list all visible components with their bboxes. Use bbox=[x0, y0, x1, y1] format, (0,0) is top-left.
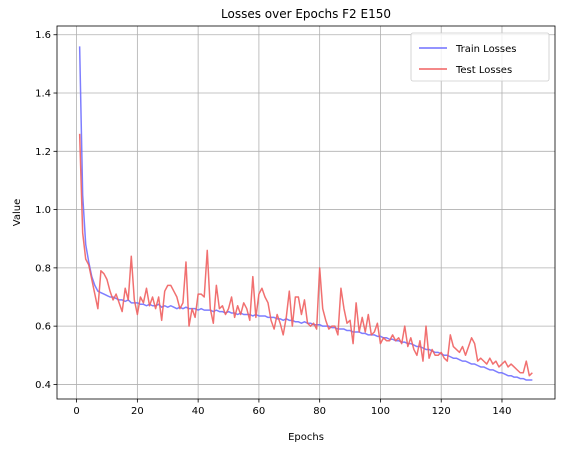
x-tick-label: 20 bbox=[131, 406, 144, 417]
x-tick-label: 100 bbox=[371, 406, 390, 417]
y-tick-label: 0.4 bbox=[35, 380, 51, 391]
x-tick-label: 60 bbox=[253, 406, 266, 417]
grid-lines bbox=[57, 26, 555, 399]
legend-label-train: Train Losses bbox=[455, 44, 516, 55]
series-layer bbox=[78, 46, 533, 381]
plot-frame bbox=[56, 25, 556, 400]
legend: Train Losses Test Losses bbox=[410, 32, 550, 82]
x-axis-label: Epochs bbox=[288, 432, 324, 443]
x-tick-label: 80 bbox=[313, 406, 326, 417]
x-tick-label: 40 bbox=[192, 406, 205, 417]
y-tick-label: 0.8 bbox=[35, 263, 51, 274]
y-tick-label: 1.0 bbox=[35, 205, 51, 216]
x-tick-label: 0 bbox=[73, 406, 79, 417]
y-tick-label: 1.2 bbox=[35, 147, 51, 158]
y-tick-label: 1.4 bbox=[35, 89, 51, 100]
x-axis-ticks: 0 20 40 60 80 100 120 140 bbox=[73, 399, 512, 417]
chart-title: Losses over Epochs F2 E150 bbox=[221, 7, 391, 21]
y-tick-label: 1.6 bbox=[35, 30, 51, 41]
y-tick-label: 0.6 bbox=[35, 322, 51, 333]
y-axis-ticks: 0.4 0.6 0.8 1.0 1.2 1.4 1.6 bbox=[35, 30, 57, 391]
x-tick-label: 120 bbox=[432, 406, 451, 417]
test-losses-line bbox=[78, 133, 533, 377]
legend-label-test: Test Losses bbox=[455, 65, 512, 76]
y-axis-label: Value bbox=[12, 199, 23, 226]
x-tick-label: 140 bbox=[492, 406, 511, 417]
